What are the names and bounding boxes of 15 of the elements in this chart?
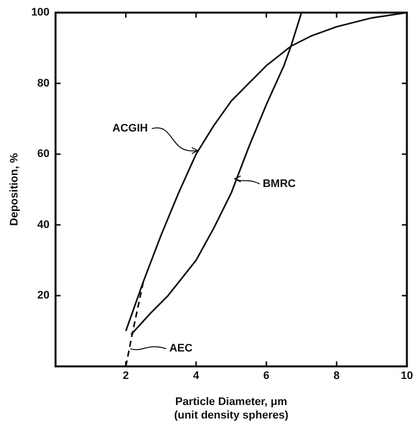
- x-tick-label: 10: [400, 370, 414, 382]
- annotation: AEC: [169, 342, 193, 355]
- x-tick-label: 8: [334, 370, 340, 382]
- x-tick-label: 4: [193, 370, 200, 382]
- y-tick-label: 80: [37, 77, 50, 90]
- y-tick-label: 100: [31, 6, 50, 19]
- y-tick-label: 60: [37, 148, 50, 160]
- x-tick-label: 6: [263, 370, 270, 382]
- x-axis-title: Particle Diameter, μm (unit density spheres): [174, 396, 289, 422]
- annotation: ACGIH: [112, 122, 148, 135]
- annotation: BMRC: [262, 178, 296, 190]
- y-axis-title: Deposition, %: [8, 152, 21, 226]
- y-tick-label: 20: [37, 290, 50, 302]
- x-tick-label: 2: [122, 370, 129, 382]
- y-tick-label: 40: [37, 218, 50, 231]
